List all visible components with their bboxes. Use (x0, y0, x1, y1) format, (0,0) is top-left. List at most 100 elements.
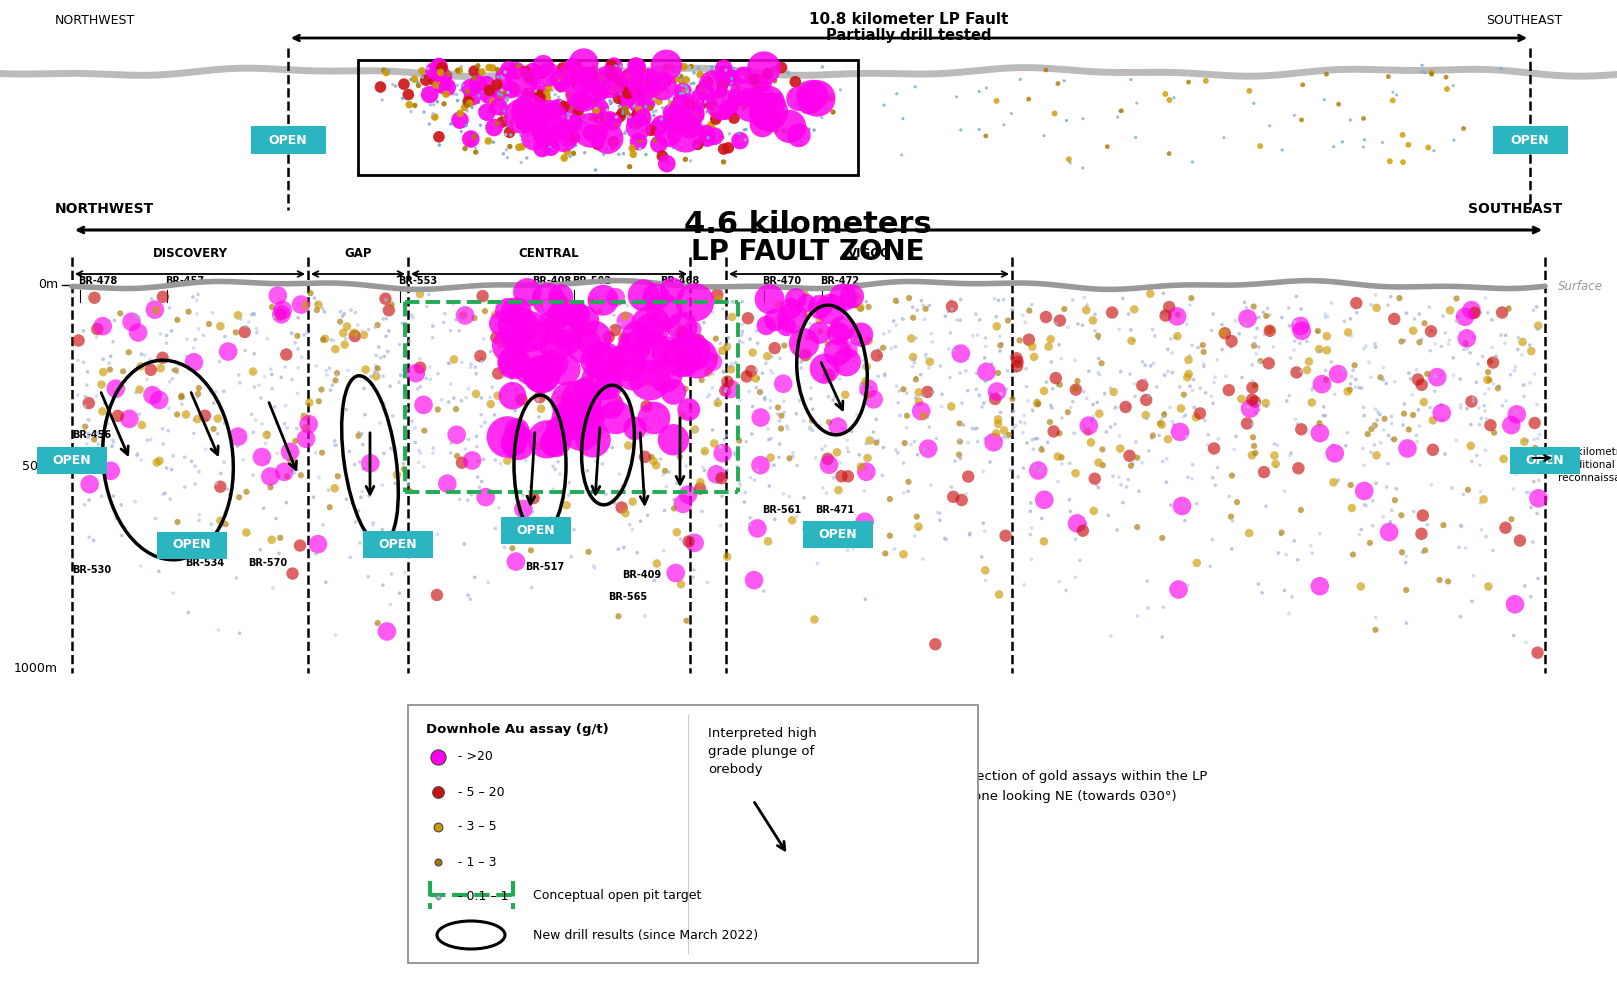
Point (527, 87, 553, 103)
Point (1252, 464, 1277, 480)
Point (1243, 406, 1269, 422)
Point (1046, 377, 1072, 393)
Point (766, 87, 792, 103)
Point (558, 402, 584, 418)
Point (542, 87, 568, 103)
Point (488, 101, 514, 117)
Point (343, 327, 369, 343)
Point (1167, 379, 1193, 395)
Point (228, 311, 254, 327)
Point (1444, 433, 1470, 448)
Point (870, 467, 896, 483)
Point (1470, 348, 1496, 364)
Point (553, 458, 579, 474)
Point (1006, 469, 1032, 485)
Point (713, 103, 739, 119)
Point (281, 465, 307, 481)
Point (506, 438, 532, 454)
Point (611, 125, 637, 141)
Point (485, 99, 511, 115)
Point (587, 80, 613, 96)
Point (784, 457, 810, 473)
Point (545, 97, 571, 113)
Point (1370, 135, 1395, 151)
Point (1360, 518, 1386, 534)
Point (606, 466, 632, 482)
Point (784, 355, 810, 371)
Point (729, 316, 755, 332)
Point (272, 416, 298, 432)
Point (511, 501, 537, 517)
Point (288, 297, 314, 312)
Point (679, 93, 705, 109)
Point (718, 69, 744, 85)
Point (173, 348, 199, 364)
Point (684, 138, 710, 154)
Point (770, 376, 796, 392)
Point (703, 474, 729, 490)
Point (985, 384, 1011, 400)
Point (784, 508, 810, 524)
Point (1187, 406, 1213, 422)
Point (526, 422, 551, 437)
Point (1054, 113, 1080, 129)
Point (1062, 382, 1088, 398)
Point (1337, 376, 1363, 392)
Point (611, 111, 637, 127)
Point (593, 120, 619, 136)
Point (610, 105, 635, 121)
Point (1371, 422, 1397, 437)
Point (564, 66, 590, 82)
Point (994, 363, 1020, 379)
Point (1475, 364, 1501, 380)
Point (745, 335, 771, 351)
Point (665, 93, 690, 109)
Point (388, 367, 414, 383)
Point (378, 297, 404, 312)
Point (682, 107, 708, 123)
Point (768, 60, 794, 75)
Point (488, 105, 514, 121)
Point (391, 76, 417, 92)
Point (834, 439, 860, 455)
Point (720, 294, 745, 310)
Point (676, 89, 702, 105)
Point (210, 518, 236, 534)
Point (186, 464, 212, 480)
Point (1148, 417, 1174, 433)
Point (1261, 447, 1287, 463)
Point (666, 65, 692, 81)
Point (482, 521, 508, 537)
Point (678, 119, 703, 135)
Point (627, 513, 653, 529)
Point (682, 422, 708, 437)
Point (453, 308, 479, 323)
Point (490, 69, 516, 85)
Point (635, 314, 661, 330)
Point (472, 415, 498, 431)
Point (796, 330, 821, 346)
Point (595, 102, 621, 118)
Point (611, 295, 637, 310)
Point (592, 354, 618, 370)
Point (490, 62, 516, 77)
Point (647, 451, 673, 467)
Point (370, 310, 396, 326)
Point (663, 75, 689, 91)
Point (437, 355, 462, 371)
Point (716, 59, 742, 74)
Point (154, 335, 179, 351)
Point (611, 100, 637, 116)
Point (786, 127, 812, 143)
Point (490, 84, 516, 100)
Point (471, 77, 496, 93)
Point (973, 338, 999, 354)
Point (107, 306, 133, 321)
Point (676, 534, 702, 550)
Point (600, 82, 626, 98)
Point (686, 96, 711, 112)
Point (744, 521, 770, 537)
Point (758, 61, 784, 76)
Point (485, 85, 511, 101)
Point (495, 90, 521, 106)
